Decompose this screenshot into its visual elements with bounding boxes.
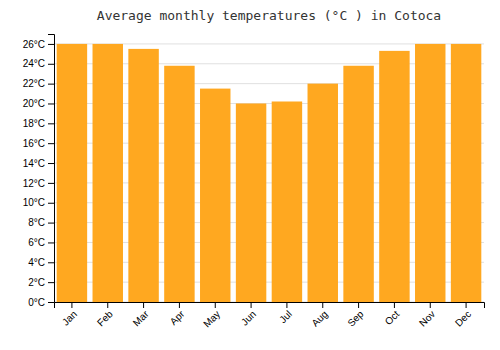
x-tick-label: Mar	[131, 308, 151, 328]
x-tick: May	[201, 302, 222, 330]
bar	[236, 103, 266, 302]
y-tick-mark	[48, 302, 54, 303]
x-tick: Apr	[168, 302, 187, 327]
x-tick-mark	[286, 302, 287, 308]
y-tick-mark	[48, 84, 54, 85]
y-tick-mark	[48, 44, 54, 45]
bar	[308, 84, 338, 302]
x-tick: Sep	[345, 302, 366, 329]
x-tick-label: Dec	[453, 308, 473, 328]
y-tick: 0°C	[28, 297, 54, 308]
y-tick-label: 24°C	[23, 58, 45, 69]
x-tick-mark	[466, 302, 467, 308]
x-tick-label: Oct	[383, 308, 402, 327]
bar	[415, 44, 445, 302]
y-tick-label: 2°C	[28, 277, 45, 288]
x-tick-mark	[394, 302, 395, 308]
bar	[93, 44, 123, 302]
y-tick: 12°C	[23, 178, 54, 189]
x-tick-mark	[179, 302, 180, 308]
y-tick-label: 6°C	[28, 237, 45, 248]
y-tick-label: 20°C	[23, 98, 45, 109]
x-tick-label: Sep	[345, 308, 366, 329]
x-tick: Aug	[309, 302, 329, 329]
y-tick: 14°C	[23, 158, 54, 169]
x-tick: Jan	[60, 302, 79, 328]
y-tick: 16°C	[23, 138, 54, 149]
y-tick-label: 16°C	[23, 138, 45, 149]
y-tick-mark	[48, 262, 54, 263]
bars	[57, 44, 482, 302]
bar	[272, 101, 302, 302]
y-tick-mark	[48, 223, 54, 224]
y-tick-mark	[48, 103, 54, 104]
y-tick: 6°C	[28, 237, 54, 248]
x-axis-line	[55, 303, 485, 309]
title: Average monthly temperatures (°C ) in Co…	[97, 8, 441, 23]
y-tick-label: 12°C	[23, 178, 45, 189]
y-tick-label: 26°C	[23, 39, 45, 50]
x-tick-mark	[71, 302, 72, 308]
y-tick: 2°C	[28, 277, 54, 288]
x-tick-label: Aug	[309, 308, 329, 328]
y-axis-line	[48, 35, 55, 303]
y-tick-label: 10°C	[23, 197, 45, 208]
x-tick-mark	[107, 302, 108, 308]
y-tick: 22°C	[23, 78, 54, 89]
x-tick: Mar	[131, 302, 151, 328]
chart: 0°C 2°C 4°C 6°C 8°C 10°C 12°C 14°C 16°C 18°C 20°C 2…	[0, 0, 500, 350]
x-tick-label: Nov	[417, 308, 437, 328]
y-tick-label: 18°C	[23, 118, 45, 129]
plot-area: 0°C 2°C 4°C 6°C 8°C 10°C 12°C 14°C 16°C 18°C 20°C 2…	[23, 35, 485, 330]
y-tick: 10°C	[23, 197, 54, 208]
grid	[54, 44, 484, 302]
y-tick-label: 4°C	[28, 257, 45, 268]
y-tick-mark	[48, 123, 54, 124]
y-tick: 8°C	[28, 217, 54, 228]
y-tick-label: 0°C	[28, 297, 45, 308]
bar	[343, 66, 373, 302]
x-tick: Nov	[417, 302, 437, 329]
bar	[379, 51, 409, 302]
y-tick-mark	[48, 163, 54, 164]
bar	[451, 44, 481, 302]
bar	[57, 44, 87, 302]
x-tick-label: Jul	[277, 308, 294, 325]
y-tick-mark	[48, 183, 54, 184]
x-axis: Jan Feb Mar Apr May Jun Jul Aug Sep Oct Nov Dec	[55, 302, 485, 330]
y-tick-label: 8°C	[28, 217, 45, 228]
x-tick: Jul	[277, 302, 294, 325]
x-tick-label: Jan	[60, 308, 79, 327]
x-tick: Oct	[383, 302, 402, 327]
y-tick-mark	[48, 143, 54, 144]
x-tick-mark	[251, 302, 252, 308]
x-tick-mark	[358, 302, 359, 308]
y-tick-mark	[48, 242, 54, 243]
y-axis: 0°C 2°C 4°C 6°C 8°C 10°C 12°C 14°C 16°C 18°C 20°C 2…	[23, 35, 55, 308]
bar	[164, 66, 194, 302]
y-tick-label: 22°C	[23, 78, 45, 89]
y-tick: 20°C	[23, 98, 54, 109]
y-tick: 4°C	[28, 257, 54, 268]
x-tick-label: Apr	[168, 308, 187, 327]
y-tick: 18°C	[23, 118, 54, 129]
x-tick-mark	[322, 302, 323, 308]
x-tick-mark	[430, 302, 431, 308]
y-tick: 24°C	[23, 58, 54, 69]
x-tick-label: May	[201, 308, 222, 329]
y-tick-mark	[48, 203, 54, 204]
bar	[128, 49, 158, 302]
x-tick-mark	[143, 302, 144, 308]
y-tick-mark	[48, 64, 54, 65]
x-tick: Jun	[239, 302, 258, 328]
x-tick-mark	[215, 302, 216, 308]
y-tick-mark	[48, 282, 54, 283]
x-tick: Feb	[95, 302, 115, 328]
x-tick: Dec	[453, 302, 473, 329]
x-tick-label: Jun	[239, 308, 258, 327]
x-tick-label: Feb	[95, 308, 115, 328]
bar	[200, 89, 230, 302]
y-tick-label: 14°C	[23, 158, 45, 169]
y-tick: 26°C	[23, 39, 54, 50]
